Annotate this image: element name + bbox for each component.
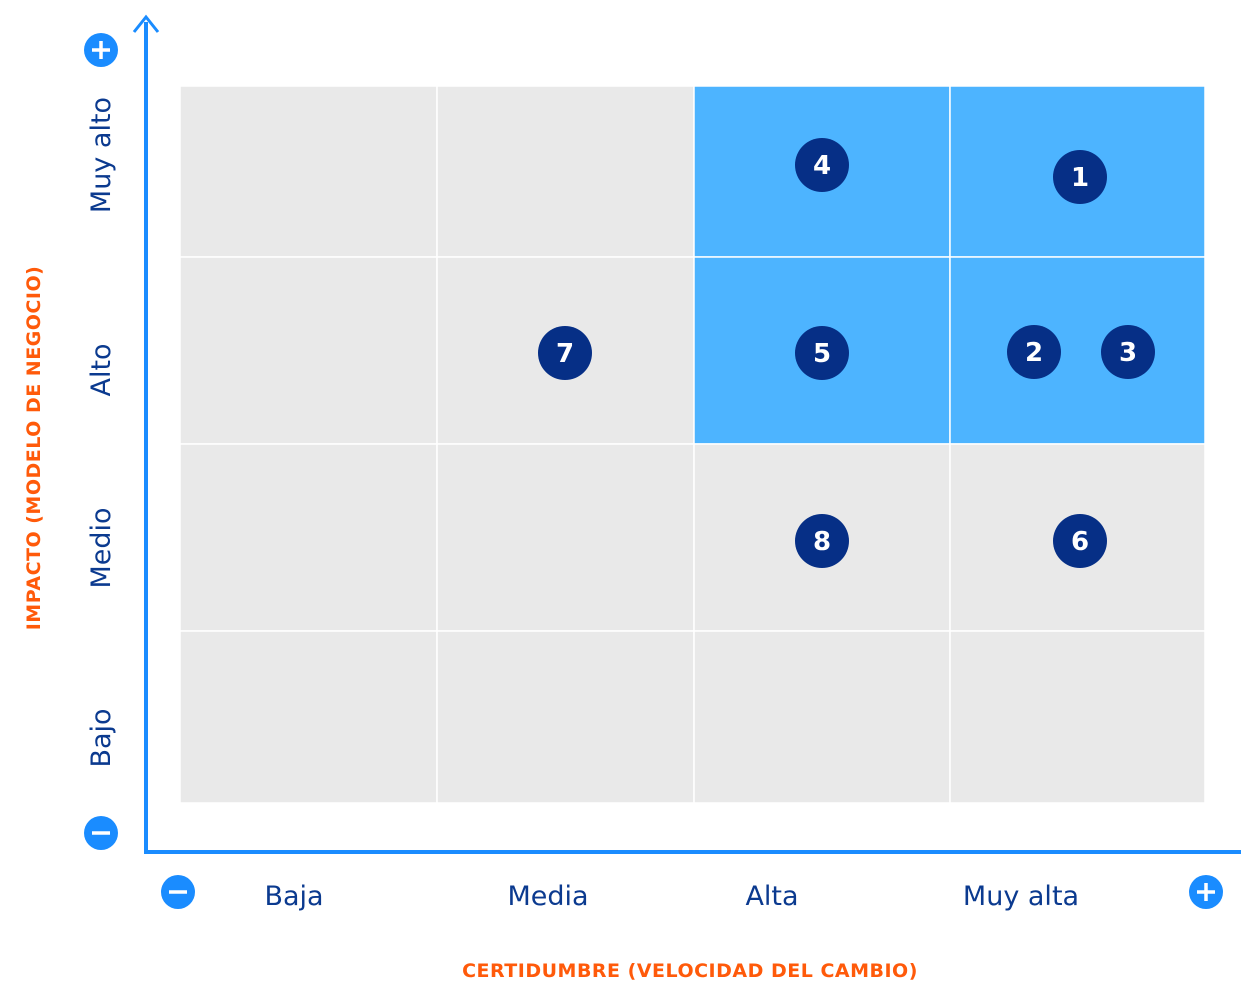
marker-label: 1	[1071, 163, 1089, 193]
cell	[179, 256, 438, 445]
marker	[795, 326, 849, 380]
marker-label: 6	[1071, 527, 1089, 557]
marker-label: 2	[1025, 338, 1043, 368]
marker	[1053, 150, 1107, 204]
marker-label: 8	[813, 527, 831, 557]
grid	[179, 85, 1206, 804]
marker-label: 4	[813, 151, 831, 181]
row-label: Muy alto	[86, 97, 117, 213]
marker	[538, 326, 592, 380]
row-label: Medio	[86, 507, 117, 588]
row-label: Bajo	[86, 708, 117, 767]
cell	[949, 256, 1206, 445]
y-axis-title: IMPACTO (MODELO DE NEGOCIO)	[23, 266, 45, 631]
marker	[795, 514, 849, 568]
cell	[179, 443, 438, 632]
marker-label: 5	[813, 339, 831, 369]
marker	[1101, 325, 1155, 379]
column-label: Media	[507, 881, 588, 912]
marker	[795, 138, 849, 192]
column-label: Alta	[745, 881, 798, 912]
marker-label: 7	[556, 339, 574, 369]
column-label: Muy alta	[963, 881, 1079, 912]
plus-minus	[92, 41, 1215, 901]
cell	[949, 630, 1206, 804]
cell	[436, 443, 695, 632]
cell	[436, 630, 695, 804]
marker-label: 3	[1119, 338, 1137, 368]
column-label: Baja	[264, 881, 323, 912]
markers: 1 2 3 4 5 6 7 8	[538, 138, 1155, 568]
cell	[179, 630, 438, 804]
cell	[436, 85, 695, 258]
cell	[693, 630, 951, 804]
cell	[179, 85, 438, 258]
y-axis-arrow	[132, 14, 160, 33]
marker	[1053, 514, 1107, 568]
marker	[1007, 325, 1061, 379]
row-label: Alto	[86, 343, 117, 396]
x-axis-title: CERTIDUMBRE (VELOCIDAD DEL CAMBIO)	[462, 960, 918, 981]
